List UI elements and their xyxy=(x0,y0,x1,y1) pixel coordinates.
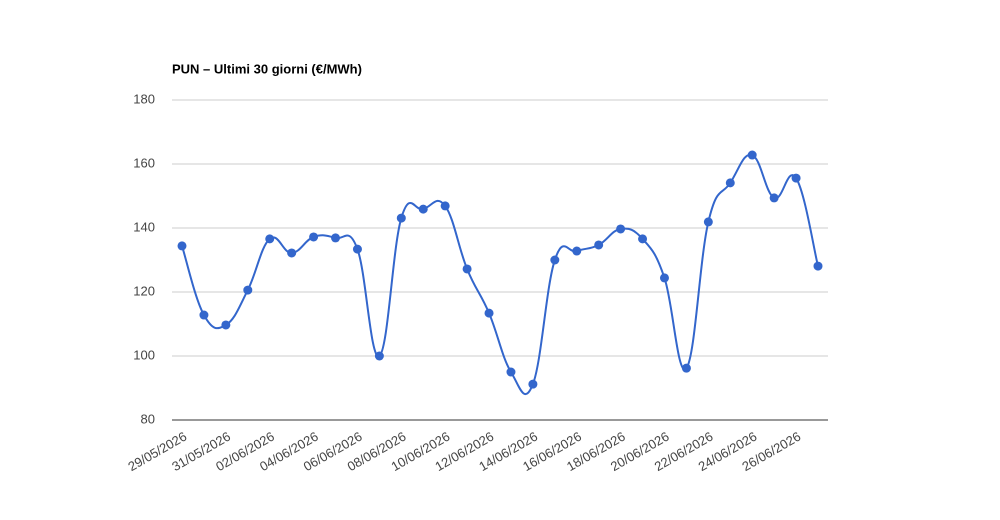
point xyxy=(747,150,757,160)
point xyxy=(638,234,648,244)
point xyxy=(309,232,319,242)
y-tick-label: 140 xyxy=(133,219,155,234)
point xyxy=(813,261,823,271)
point xyxy=(506,367,516,377)
point xyxy=(352,244,362,254)
point xyxy=(177,241,187,251)
y-tick-label: 80 xyxy=(141,411,155,426)
point xyxy=(287,248,297,258)
point xyxy=(396,213,406,223)
point xyxy=(681,363,691,373)
point xyxy=(484,308,494,318)
point xyxy=(374,351,384,361)
point xyxy=(462,264,472,274)
point xyxy=(725,178,735,188)
point xyxy=(572,246,582,256)
y-tick-label: 100 xyxy=(133,347,155,362)
point xyxy=(221,320,231,330)
point xyxy=(265,234,275,244)
y-tick-label: 120 xyxy=(133,283,155,298)
point xyxy=(550,255,560,265)
point xyxy=(243,285,253,295)
point xyxy=(703,217,713,227)
point xyxy=(659,273,669,283)
point xyxy=(418,204,428,214)
point xyxy=(199,310,209,320)
point xyxy=(769,193,779,203)
chart-title: PUN – Ultimi 30 giorni (€/MWh) xyxy=(172,61,362,76)
y-tick-label: 160 xyxy=(133,155,155,170)
point xyxy=(791,173,801,183)
point xyxy=(331,233,341,243)
point xyxy=(440,201,450,211)
point xyxy=(594,240,604,250)
point xyxy=(616,224,626,234)
y-tick-label: 180 xyxy=(133,91,155,106)
point xyxy=(528,379,538,389)
line xyxy=(181,153,819,395)
